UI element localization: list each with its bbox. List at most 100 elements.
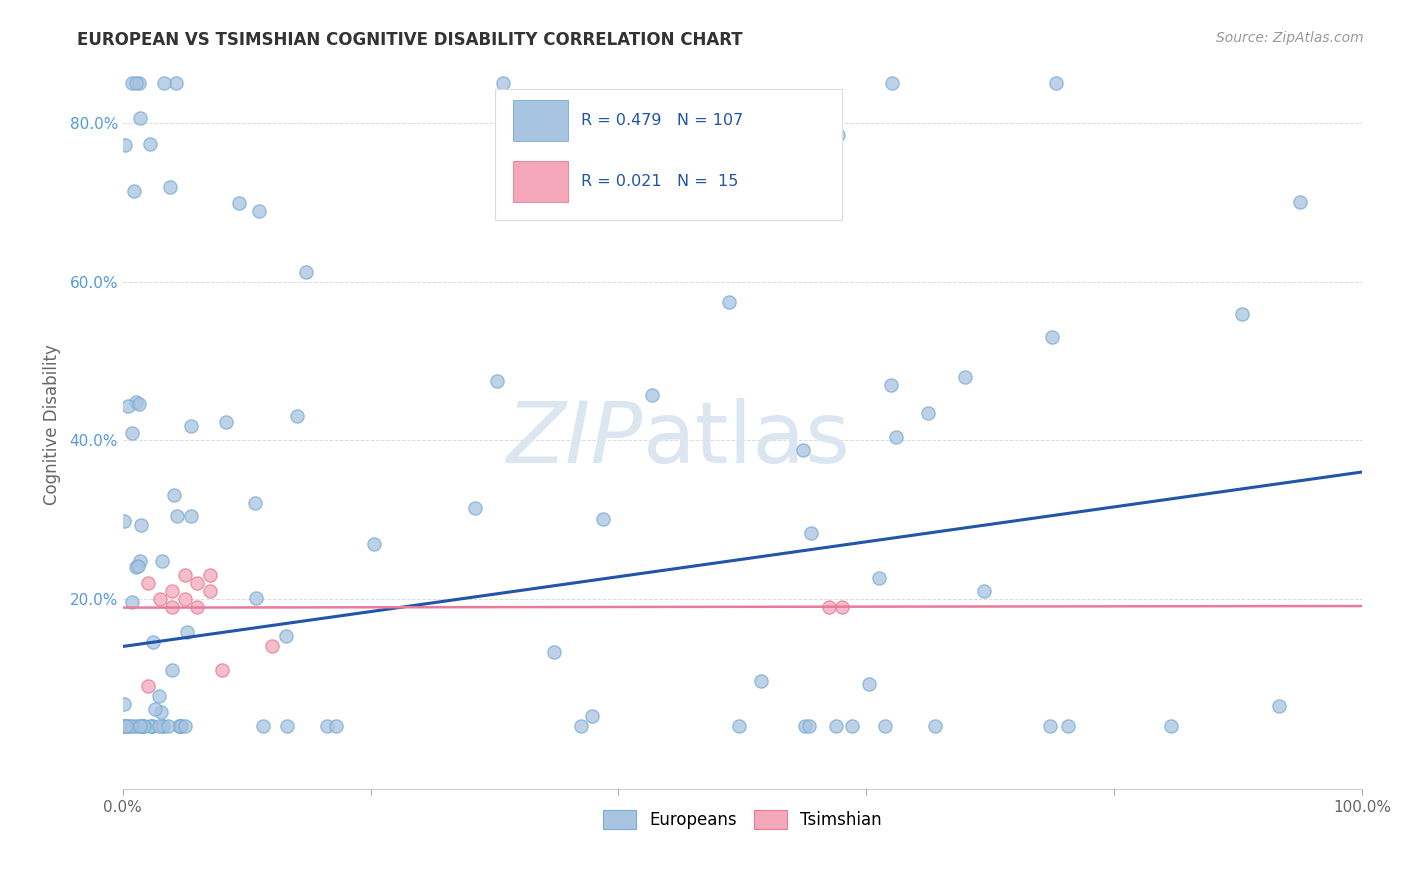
Point [581,709,603,723]
Point [148,690,170,704]
Point [924,719,946,733]
Point [252,719,274,733]
Point [163,488,186,502]
Point [128,397,150,411]
Point [260,640,283,654]
Point [880,377,903,392]
Point [294,265,316,279]
Point [285,409,308,423]
Point [125,395,148,409]
Point [141,719,163,733]
Point [115,719,138,733]
Point [1230,307,1253,321]
Point [211,663,233,677]
Point [880,76,903,90]
Point [162,599,184,614]
Point [121,76,143,90]
Point [152,719,174,733]
Point [117,719,139,733]
Point [800,525,823,540]
Point [125,560,148,574]
Point [148,719,170,733]
Point [727,719,749,733]
Point [827,128,849,143]
Point [858,677,880,691]
Point [173,568,195,582]
Point [166,509,188,524]
Point [1038,719,1060,733]
Point [173,591,195,606]
Point [749,673,772,688]
Point [152,719,174,733]
Point [167,719,190,733]
Point [128,76,150,90]
Point [129,554,152,568]
Point [592,512,614,526]
Point [276,719,298,733]
Point [127,558,149,573]
Point [129,517,152,532]
Point [1045,76,1067,90]
Point [112,719,135,733]
Text: R = 0.479   N = 107: R = 0.479 N = 107 [581,112,744,128]
Point [641,388,664,402]
Point [152,554,174,568]
Point [917,406,939,420]
Point [132,719,155,733]
Point [165,76,187,90]
Point [198,584,221,599]
Point [121,425,143,440]
Point [122,184,145,198]
Point [157,719,180,733]
Point [792,443,814,458]
Point [136,679,159,693]
Point [141,635,163,649]
Point [1056,719,1078,733]
Text: ZIP: ZIP [508,398,644,481]
Point [169,719,191,733]
Point [1289,195,1312,210]
FancyBboxPatch shape [495,89,842,220]
Point [145,702,167,716]
Point [492,76,515,90]
Point [128,719,150,733]
Point [841,719,863,733]
Point [228,195,250,210]
Point [1160,719,1182,733]
Point [1268,698,1291,713]
Point [141,719,163,733]
Point [973,583,995,598]
Point [121,595,143,609]
Point [186,576,208,591]
Point [1040,330,1063,344]
Point [831,599,853,614]
Legend: Europeans, Tsimshian: Europeans, Tsimshian [596,803,889,836]
Point [824,719,846,733]
Point [125,719,148,733]
Point [170,719,193,733]
Point [153,76,176,90]
Point [955,369,977,384]
Point [112,515,135,529]
Point [276,629,298,643]
Point [198,568,221,582]
Point [316,719,339,733]
Text: R = 0.021   N =  15: R = 0.021 N = 15 [581,174,738,189]
Point [215,415,238,429]
Point [180,419,202,434]
Point [117,399,139,413]
Point [486,374,509,388]
Point [543,645,565,659]
FancyBboxPatch shape [513,161,568,202]
Point [159,180,181,194]
Point [717,295,740,310]
Point [173,719,195,733]
Point [325,719,347,733]
Text: atlas: atlas [644,398,851,481]
Point [132,719,155,733]
Y-axis label: Cognitive Disability: Cognitive Disability [44,344,60,505]
Point [136,576,159,591]
Point [162,584,184,599]
Point [247,203,270,218]
Point [186,599,208,614]
